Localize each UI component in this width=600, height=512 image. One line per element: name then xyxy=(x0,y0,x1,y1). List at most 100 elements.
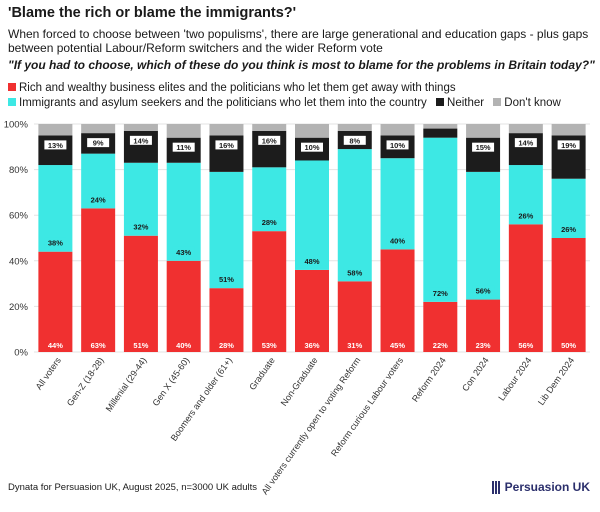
bar-segment xyxy=(466,171,501,300)
x-tick-label: Reform 2024 xyxy=(410,355,448,403)
data-label-box xyxy=(215,140,238,150)
y-tick-label: 20% xyxy=(9,302,29,313)
data-label: 36% xyxy=(304,341,319,350)
legend-label-neither: Neither xyxy=(447,97,485,109)
bar-segment xyxy=(337,124,372,131)
data-label: 23% xyxy=(476,341,491,350)
bar-segment xyxy=(123,124,158,131)
bar-segment xyxy=(252,124,287,131)
data-label-box xyxy=(472,142,495,152)
bar-segment xyxy=(551,238,586,352)
legend-swatch-rich xyxy=(8,83,16,91)
data-label: 58% xyxy=(347,268,362,277)
data-label-box xyxy=(429,287,452,298)
data-label: 10% xyxy=(390,141,405,150)
y-tick-label: 80% xyxy=(9,165,29,176)
legend: Rich and wealthy business elites and the… xyxy=(8,81,598,111)
data-label: 38% xyxy=(48,239,63,248)
x-tick-label: Con 2024 xyxy=(460,355,491,393)
data-label-box xyxy=(129,135,152,145)
data-label: 56% xyxy=(476,287,491,296)
bar-segment xyxy=(38,251,73,352)
data-label: 63% xyxy=(91,341,106,350)
data-label: 10% xyxy=(304,143,319,152)
data-label: 28% xyxy=(219,341,234,350)
data-label: 48% xyxy=(304,257,319,266)
data-label: 14% xyxy=(518,139,533,148)
x-tick-label: Non-Graduate xyxy=(279,355,320,407)
bar-segment xyxy=(508,224,543,352)
bar-segment xyxy=(81,208,116,352)
bar-segment xyxy=(466,299,501,352)
chart-title: 'Blame the rich or blame the immigrants?… xyxy=(8,5,297,21)
data-label: 43% xyxy=(176,248,191,257)
data-label-box xyxy=(343,267,366,278)
bar-segment xyxy=(551,124,586,136)
bar-segment xyxy=(380,249,415,352)
bar-segment xyxy=(423,301,458,352)
bar-segment xyxy=(337,149,372,282)
data-label: 16% xyxy=(219,141,234,150)
data-label: 40% xyxy=(390,236,405,245)
data-label-box xyxy=(557,224,580,234)
data-label-box xyxy=(172,142,195,152)
bar-segment xyxy=(423,137,458,302)
data-label: 19% xyxy=(561,141,576,150)
data-label-box xyxy=(44,237,67,248)
data-label: 40% xyxy=(176,341,191,350)
data-label: 14% xyxy=(133,136,148,145)
data-label: 50% xyxy=(561,341,576,350)
data-label: 32% xyxy=(133,223,148,232)
data-label-box xyxy=(514,138,537,148)
bar-segment xyxy=(38,124,73,136)
data-label: 26% xyxy=(518,211,533,220)
x-tick-label: Millenial (29-44) xyxy=(104,355,149,413)
data-label-box xyxy=(258,135,281,145)
bar-segment xyxy=(166,260,201,352)
data-label-box xyxy=(258,217,281,228)
bar-segment xyxy=(295,124,329,138)
data-label: 9% xyxy=(93,139,104,148)
legend-item-dont-know: Don't know xyxy=(493,96,561,111)
data-label-box xyxy=(343,135,366,145)
data-label: 45% xyxy=(390,341,405,350)
bar-segment xyxy=(380,158,415,250)
data-label-box xyxy=(557,140,580,150)
x-tick-label: Gen X (45-60) xyxy=(150,355,191,407)
x-tick-label: Gen-Z (18-28) xyxy=(65,355,106,407)
legend-item-neither: Neither xyxy=(436,96,484,111)
y-tick-label: 100% xyxy=(4,120,29,131)
bar-segment xyxy=(252,231,287,352)
data-label-box xyxy=(215,274,238,285)
data-label-box xyxy=(129,221,152,232)
data-label-box xyxy=(386,235,409,246)
data-label: 11% xyxy=(176,143,191,152)
bar-segment xyxy=(295,269,329,352)
bar-segment xyxy=(380,124,415,136)
legend-label-dont-know: Don't know xyxy=(504,97,561,109)
bar-segment xyxy=(81,124,116,134)
bar-segment xyxy=(508,124,543,134)
data-label: 56% xyxy=(518,341,533,350)
bar-segment xyxy=(337,281,372,352)
data-label-box xyxy=(386,140,409,150)
legend-label-rich: Rich and wealthy business elites and the… xyxy=(19,82,456,94)
data-label: 16% xyxy=(262,136,277,145)
data-label-box xyxy=(172,246,195,257)
brand-bars-icon xyxy=(491,480,501,494)
x-tick-label: Labour 2024 xyxy=(496,355,533,402)
bar-segment xyxy=(466,124,501,138)
data-label: 26% xyxy=(561,225,576,234)
survey-question: "If you had to choose, which of these do… xyxy=(8,58,595,72)
bar-segment xyxy=(423,124,458,129)
data-label: 22% xyxy=(433,341,448,350)
legend-label-immigrants: Immigrants and asylum seekers and the po… xyxy=(19,97,427,109)
bar-segment xyxy=(423,128,458,138)
data-label: 8% xyxy=(349,136,360,145)
bar-segment xyxy=(38,165,73,252)
data-label: 44% xyxy=(48,341,63,350)
source-note: Dynata for Persuasion UK, August 2025, n… xyxy=(8,482,258,493)
data-label: 53% xyxy=(262,341,277,350)
bar-segment xyxy=(166,124,201,138)
y-tick-label: 40% xyxy=(9,256,29,267)
